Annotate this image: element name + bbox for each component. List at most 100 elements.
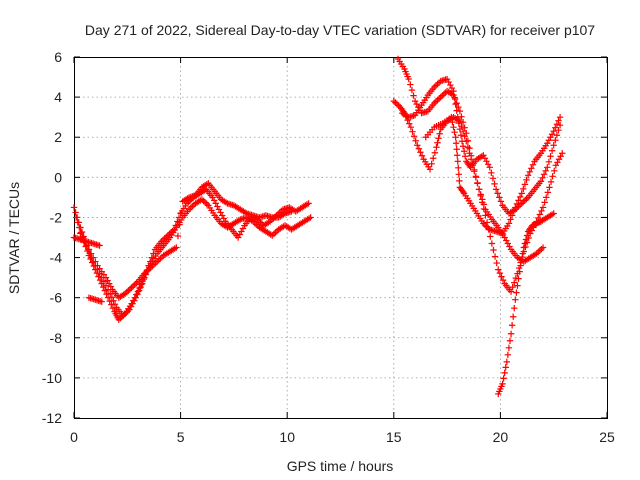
data-point [390,97,397,105]
data-point [393,100,401,108]
data-point [547,153,554,160]
data-point [499,380,506,388]
data-point [536,211,544,218]
data-point [174,232,182,240]
data-point [464,144,472,151]
data-point [480,205,488,213]
data-point [512,204,519,211]
data-point [496,269,504,277]
data-point [128,284,135,291]
data-point [503,358,510,366]
data-point [210,197,218,204]
data-point [498,273,505,280]
data-point [554,159,561,166]
data-point [236,231,243,238]
data-point [173,244,180,251]
data-point [490,246,497,254]
data-point [488,240,496,247]
data-point [515,275,522,282]
data-point [460,148,468,155]
data-point [203,200,210,208]
x-tick-label: 10 [279,429,295,445]
data-point [556,121,564,129]
x-tick-label: 20 [493,429,509,445]
data-point [553,132,561,139]
data-point [552,137,559,144]
data-point [509,283,516,291]
data-point [504,351,512,359]
data-point [514,282,521,289]
data-point [408,86,416,94]
data-point [106,297,113,305]
data-point [537,178,545,185]
data-point [497,198,505,205]
data-point [459,188,467,196]
data-point [523,176,530,184]
data-point [516,193,524,201]
data-point [129,282,137,290]
data-point [432,98,440,105]
data-series [422,113,564,237]
data-point [87,250,95,257]
data-point [449,118,456,126]
data-series [85,294,105,305]
data-point [92,258,99,265]
data-point [410,133,418,140]
data-point [463,130,470,137]
data-point [482,212,489,219]
data-point [76,224,83,231]
data-point [72,214,80,221]
data-point [98,298,105,305]
data-point [453,99,460,107]
data-point [508,322,516,329]
data-point [556,113,564,121]
data-point [238,228,245,235]
data-point [557,153,564,160]
data-point [539,174,546,182]
data-point [307,214,314,221]
data-point [503,237,510,244]
data-point [523,232,531,239]
grid [74,57,607,418]
data-point [104,294,112,301]
data-point [136,284,143,292]
data-point [505,344,513,352]
data-point [550,210,557,217]
data-point [521,181,529,188]
x-tick-label: 25 [599,429,615,445]
data-point [406,120,413,127]
y-tick-label: -8 [50,330,63,346]
data-point [415,145,423,152]
data-point [217,209,224,216]
data-point [522,236,530,243]
data-point [88,259,96,266]
y-tick-label: -6 [50,290,63,306]
data-point [544,189,552,196]
data-point [431,149,439,156]
data-point [555,117,562,124]
data-point [412,137,419,144]
data-point [305,200,312,207]
data-point [450,87,457,95]
data-series [399,75,564,217]
data-point [125,287,132,294]
data-point [454,113,461,121]
data-point [103,290,110,298]
data-point [96,242,103,249]
data-point [559,150,566,157]
data-point [512,296,519,303]
data-point [212,200,219,207]
data-point [459,118,467,126]
data-point [176,221,183,228]
data-point [506,243,513,250]
data-point [540,171,548,178]
data-point [538,207,545,215]
data-point [215,206,223,213]
y-tick-label: -2 [50,209,63,225]
data-point [472,173,480,180]
data-point [492,186,500,193]
data-point [536,247,544,254]
data-point [435,95,443,102]
data-point [516,268,523,275]
data-point [95,273,102,280]
